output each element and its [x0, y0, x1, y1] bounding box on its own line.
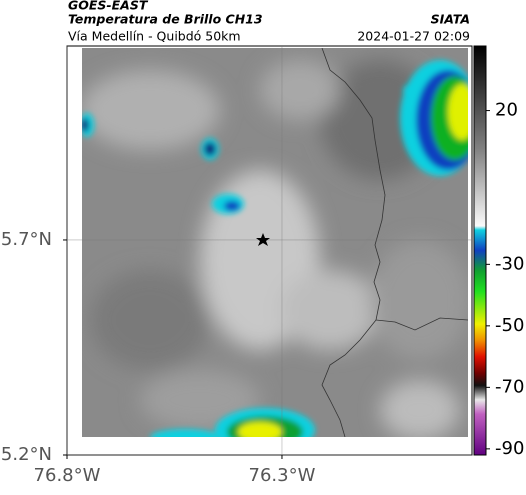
- graticule: [66, 46, 472, 456]
- y-tick-label: 5.7°N: [1, 229, 52, 250]
- station-marker: [256, 233, 270, 246]
- title: Temperatura de Brillo CH13: [68, 12, 263, 27]
- colorbar-tick-label: -90: [495, 438, 524, 459]
- satellite-image: [82, 48, 468, 437]
- credit: SIATA: [431, 12, 470, 27]
- colorbar: [473, 45, 487, 456]
- colorbar-tick-label: 20: [495, 100, 518, 121]
- y-tick-label: 5.2°N: [1, 444, 52, 465]
- colorbar-tick-label: -70: [495, 376, 524, 397]
- x-tick-label: 76.3°W: [249, 465, 316, 486]
- timestamp: 2024-01-27 02:09: [357, 29, 470, 44]
- x-tick-label: 76.8°W: [34, 465, 101, 486]
- colorbar-tick-label: -50: [495, 315, 524, 336]
- source: GOES-EAST: [68, 0, 149, 13]
- colorbar-tick-label: -30: [495, 253, 524, 274]
- subtitle: Vía Medellín - Quibdó 50km: [68, 29, 241, 44]
